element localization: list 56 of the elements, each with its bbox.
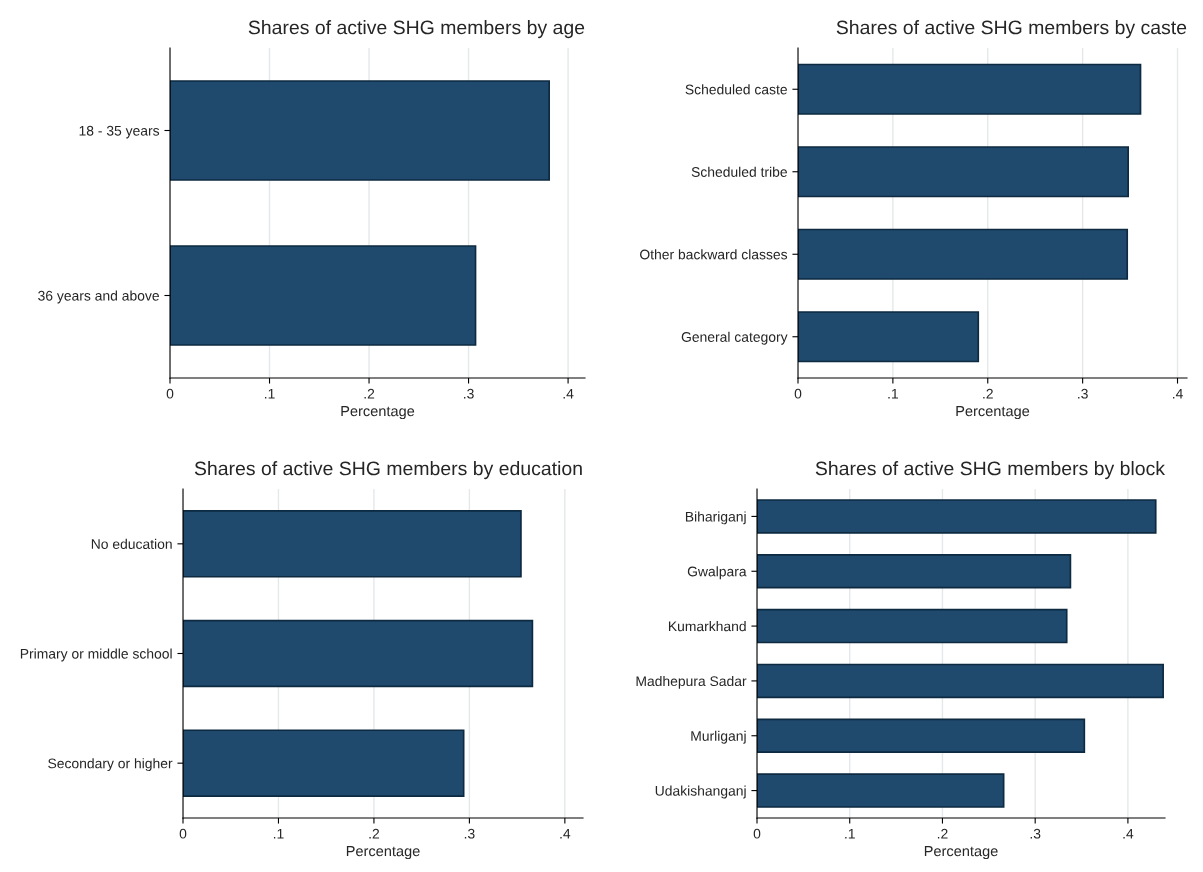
y-tick-label: Other backward classes (640, 249, 788, 260)
x-tick-label: 0 (753, 828, 761, 839)
bar (757, 608, 1068, 644)
bar (183, 729, 465, 797)
bar (757, 718, 1086, 754)
y-tick-label: Murliganj (691, 730, 746, 744)
x-tick-label: 0 (166, 388, 174, 399)
x-tick-label: .1 (888, 388, 898, 399)
x-tick-label: 0 (794, 388, 802, 399)
x-axis-title: Percentage (924, 846, 998, 860)
y-tick-label: Madhepura Sadar (636, 675, 747, 689)
x-tick-label: 0 (179, 828, 187, 839)
x-tick-label: .3 (1078, 388, 1088, 399)
x-tick-label: .1 (265, 388, 275, 399)
bar (798, 311, 980, 363)
bar (183, 619, 534, 688)
chart-title: Shares of active SHG members by caste (836, 20, 1187, 39)
y-tick-label: 36 years and above (38, 290, 159, 304)
y-tick-label: Scheduled tribe (691, 166, 787, 177)
chart-title: Shares of active SHG members by block (815, 461, 1166, 480)
y-tick-label: Udakishanganj (655, 785, 746, 799)
x-tick-label: .3 (1030, 828, 1041, 839)
x-tick-label: .2 (364, 388, 375, 399)
y-tick-label: General category (681, 331, 788, 345)
y-tick-label: Gwalpara (687, 566, 747, 580)
y-tick-label: Scheduled caste (685, 84, 787, 95)
x-axis-title: Percentage (341, 406, 415, 420)
chart-title: Shares of active SHG members by age (248, 20, 585, 39)
y-tick-label: 18 - 35 years (79, 125, 160, 139)
bar (798, 228, 1129, 280)
y-tick-label: No education (91, 538, 172, 549)
y-tick-label: Bihariganj (685, 511, 746, 525)
y-tick-label: Kumarkhand (668, 621, 746, 632)
x-tick-label: .3 (464, 388, 474, 399)
x-tick-label: .3 (464, 828, 475, 839)
x-tick-label: .2 (369, 828, 380, 839)
bar (757, 553, 1072, 589)
x-tick-label: .2 (937, 828, 948, 839)
bar (757, 663, 1164, 699)
x-tick-label: .2 (983, 388, 993, 399)
x-tick-label: .1 (273, 828, 284, 839)
bar (757, 773, 1005, 808)
x-axis-title: Percentage (346, 846, 420, 860)
x-tick-label: .1 (845, 828, 855, 839)
y-tick-label: Secondary or higher (48, 758, 173, 772)
x-axis-title: Percentage (956, 406, 1030, 420)
chart-title: Shares of active SHG members by education (194, 461, 582, 480)
bar (183, 510, 522, 578)
bar (798, 146, 1130, 198)
x-tick-label: .4 (563, 388, 574, 399)
bar (798, 63, 1142, 115)
x-tick-label: .4 (560, 828, 571, 839)
bar (757, 499, 1157, 534)
y-tick-label: Primary or middle school (20, 648, 172, 662)
x-tick-label: .4 (1172, 388, 1183, 399)
x-tick-label: .4 (1123, 828, 1134, 839)
